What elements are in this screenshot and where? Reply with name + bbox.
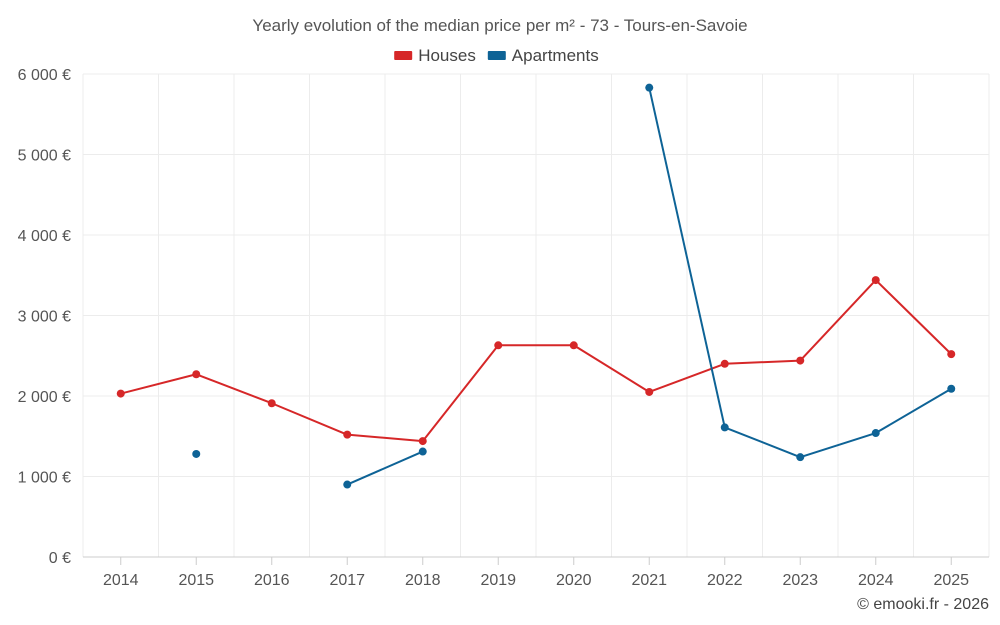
y-tick-label: 4 000 € <box>18 228 71 245</box>
chart-title: Yearly evolution of the median price per… <box>252 16 747 35</box>
series-apartments <box>192 83 956 489</box>
data-point-houses <box>645 387 654 396</box>
y-tick-label: 2 000 € <box>18 389 71 406</box>
data-point-houses <box>418 437 427 446</box>
data-point-apartments <box>645 83 654 92</box>
credit-text: © emooki.fr - 2026 <box>857 596 989 613</box>
y-tick-label: 0 € <box>49 550 71 567</box>
grid <box>82 73 990 557</box>
y-axis: 0 € 1 000 € 2 000 € 3 000 € 4 000 € 5 000 € 6 … <box>18 67 71 567</box>
legend-label-apartments: Apartments <box>512 46 599 65</box>
data-point-houses <box>343 430 352 439</box>
series-line-houses <box>120 279 952 443</box>
data-point-houses <box>871 276 880 285</box>
series-line-apartments <box>648 87 952 459</box>
series-layer <box>116 83 956 489</box>
x-axis: 2014 2015 2016 2017 2018 2019 2020 2021 2022 2023… <box>83 556 989 589</box>
x-tick-label: 2022 <box>707 572 743 589</box>
data-point-apartments <box>720 423 729 432</box>
data-point-houses <box>267 399 276 408</box>
x-tick-label: 2018 <box>405 572 441 589</box>
x-tick-label: 2025 <box>933 572 969 589</box>
legend: Houses Apartments <box>394 46 599 65</box>
data-point-houses <box>192 370 201 379</box>
data-point-houses <box>116 389 125 398</box>
x-tick-label: 2017 <box>329 572 365 589</box>
data-point-houses <box>569 341 578 350</box>
x-tick-label: 2020 <box>556 572 592 589</box>
data-point-apartments <box>192 449 201 458</box>
legend-swatch-apartments <box>487 51 506 60</box>
series-houses <box>116 276 956 446</box>
x-tick-label: 2019 <box>480 572 516 589</box>
data-point-apartments <box>947 384 956 393</box>
x-tick-label: 2023 <box>782 572 818 589</box>
data-point-houses <box>947 350 956 359</box>
data-point-apartments <box>418 447 427 456</box>
data-point-apartments <box>871 429 880 438</box>
series-line-apartments <box>346 450 424 486</box>
data-point-houses <box>796 356 805 365</box>
x-tick-label: 2014 <box>103 572 139 589</box>
x-tick-label: 2015 <box>178 572 214 589</box>
y-tick-label: 5 000 € <box>18 148 71 165</box>
y-tick-label: 6 000 € <box>18 67 71 84</box>
data-point-apartments <box>343 480 352 489</box>
y-tick-label: 1 000 € <box>18 470 71 487</box>
x-tick-label: 2024 <box>858 572 894 589</box>
x-tick-label: 2016 <box>254 572 290 589</box>
legend-swatch-houses <box>394 51 413 60</box>
legend-label-houses: Houses <box>418 46 476 65</box>
data-point-houses <box>720 359 729 368</box>
y-tick-label: 3 000 € <box>18 309 71 326</box>
data-point-apartments <box>796 453 805 462</box>
x-tick-label: 2021 <box>631 572 667 589</box>
data-point-houses <box>494 341 503 350</box>
